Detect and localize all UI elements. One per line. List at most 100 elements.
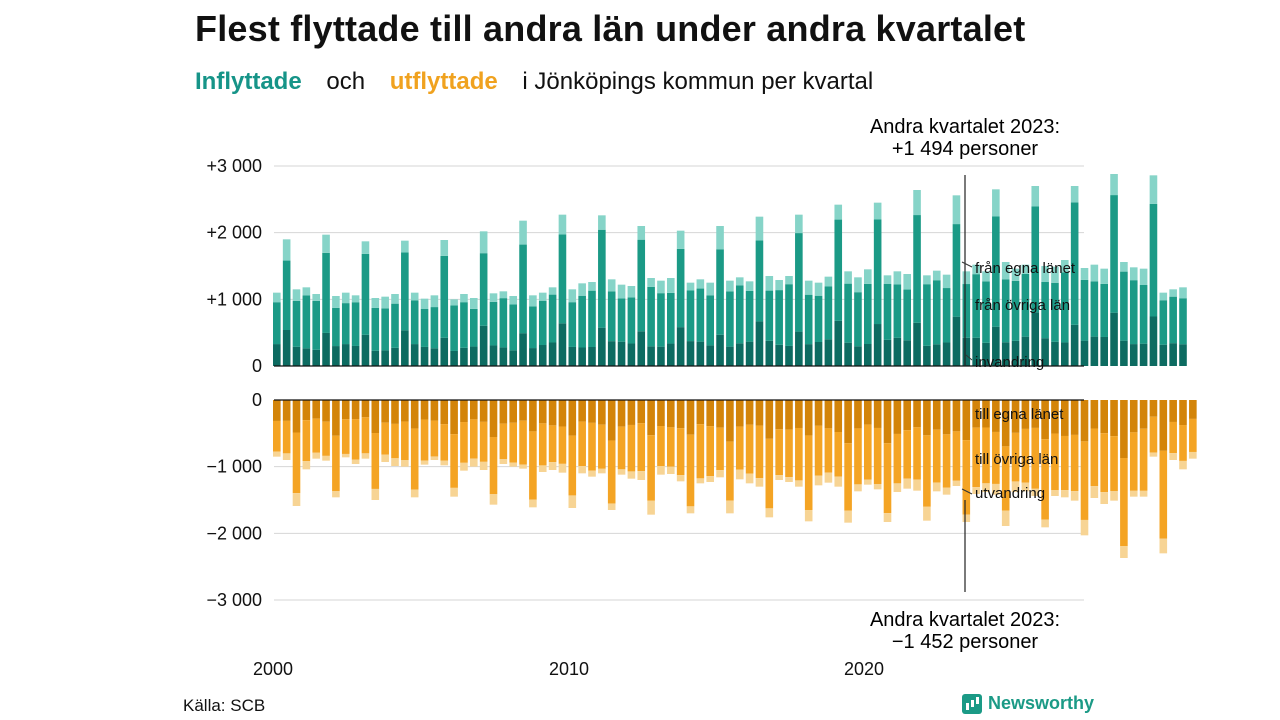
bar-out-region xyxy=(568,435,577,496)
bar-in-immigration xyxy=(282,239,291,261)
bar-out-emigration xyxy=(804,510,813,522)
bar-out-local xyxy=(932,400,941,430)
bar-in-immigration xyxy=(519,220,527,245)
bar-out-emigration xyxy=(676,475,685,482)
bar-out-local xyxy=(509,400,517,423)
bar-in-local xyxy=(322,332,330,366)
subtitle-och: och xyxy=(326,68,366,95)
bar-out-local xyxy=(972,400,980,428)
bar-out-local xyxy=(588,400,596,423)
chart-title: Flest flyttade till andra län under andr… xyxy=(195,8,1026,49)
bar-out-emigration xyxy=(617,469,626,475)
bar-out-emigration xyxy=(361,453,370,459)
bar-in-immigration xyxy=(657,280,665,294)
bar-out-local xyxy=(1080,400,1089,442)
bar-in-local xyxy=(696,341,705,366)
bar-out-region xyxy=(765,438,774,509)
bar-out-region xyxy=(814,425,823,476)
bar-in-local xyxy=(735,343,744,366)
bar-out-region xyxy=(824,428,833,473)
bar-in-region xyxy=(647,286,655,347)
bar-in-immigration xyxy=(420,298,429,310)
source-label: Källa: SCB xyxy=(183,696,266,715)
bar-out-region xyxy=(558,426,567,464)
bar-in-local xyxy=(667,343,675,366)
bar-out-emigration xyxy=(273,451,281,457)
bar-in-local xyxy=(942,342,951,366)
bar-in-region xyxy=(745,290,754,342)
bar-in-local xyxy=(962,337,971,366)
bar-in-region xyxy=(1110,195,1118,313)
bar-in-region xyxy=(450,305,458,351)
bar-in-local xyxy=(1080,340,1089,366)
bar-in-local xyxy=(657,346,665,366)
bar-out-region xyxy=(745,424,754,474)
bar-in-local xyxy=(627,343,636,366)
bar-out-local xyxy=(627,400,636,425)
bar-out-emigration xyxy=(814,475,823,486)
bar-out-local xyxy=(893,400,902,434)
bar-out-region xyxy=(410,428,419,490)
bar-out-local xyxy=(775,400,783,430)
bar-in-immigration xyxy=(804,280,813,295)
bar-out-region xyxy=(942,434,951,488)
bar-out-emigration xyxy=(1159,538,1168,554)
bar-in-region xyxy=(913,215,921,323)
bar-out-region xyxy=(686,434,695,507)
bar-in-immigration xyxy=(578,283,586,296)
bar-chart-icon xyxy=(962,693,982,714)
bar-in-immigration xyxy=(470,298,478,309)
bar-in-region xyxy=(1080,279,1089,341)
bar-out-local xyxy=(1061,400,1069,436)
bar-in-immigration xyxy=(371,298,380,308)
x-tick-label: 2020 xyxy=(844,659,884,679)
bar-in-region xyxy=(667,292,675,344)
bar-in-region xyxy=(1001,279,1010,343)
bar-in-immigration xyxy=(588,282,596,291)
bar-in-local xyxy=(361,334,370,366)
bar-in-region xyxy=(942,288,951,343)
bar-in-immigration xyxy=(1070,186,1079,203)
bar-in-immigration xyxy=(568,289,577,303)
bar-out-local xyxy=(913,400,921,428)
bar-in-immigration xyxy=(1159,292,1168,301)
bar-in-immigration xyxy=(854,277,862,293)
brand-name: Newsworthy xyxy=(988,693,1095,713)
bar-out-local xyxy=(716,400,724,428)
subtitle-inflyttade: Inflyttade xyxy=(195,68,302,95)
bar-out-local xyxy=(873,400,882,428)
bar-in-immigration xyxy=(548,287,557,295)
bar-in-immigration xyxy=(401,240,409,253)
bar-in-local xyxy=(460,347,468,366)
bar-out-emigration xyxy=(1129,490,1138,497)
bar-out-region xyxy=(913,427,921,480)
series-label-upper: från övriga län xyxy=(975,297,1070,314)
brand-logo[interactable]: Newsworthy xyxy=(962,693,1094,714)
bar-in-immigration xyxy=(489,293,498,302)
leader-line xyxy=(961,488,973,495)
bar-in-region xyxy=(883,283,892,340)
bar-in-local xyxy=(883,339,892,366)
bar-in-region xyxy=(706,295,714,346)
bar-out-local xyxy=(1169,400,1177,422)
bar-out-emigration xyxy=(460,462,468,471)
bar-out-region xyxy=(341,419,350,454)
bar-out-emigration xyxy=(371,488,380,500)
bar-in-local xyxy=(1149,316,1158,366)
bar-in-local xyxy=(972,337,980,366)
bar-in-local xyxy=(1031,312,1040,366)
bar-in-local xyxy=(332,346,340,366)
series-label-lower: till övriga län xyxy=(975,451,1058,468)
bar-out-region xyxy=(450,434,458,488)
bar-in-region xyxy=(804,294,813,345)
bar-out-local xyxy=(381,400,389,423)
bar-in-immigration xyxy=(529,295,537,307)
bar-out-emigration xyxy=(706,476,714,482)
bar-out-local xyxy=(824,400,833,429)
bar-in-immigration xyxy=(302,287,311,296)
bar-out-local xyxy=(686,400,695,435)
bar-in-immigration xyxy=(1001,262,1010,280)
bar-in-local xyxy=(913,322,921,366)
bar-out-region xyxy=(696,424,705,479)
bar-in-region xyxy=(637,239,646,332)
